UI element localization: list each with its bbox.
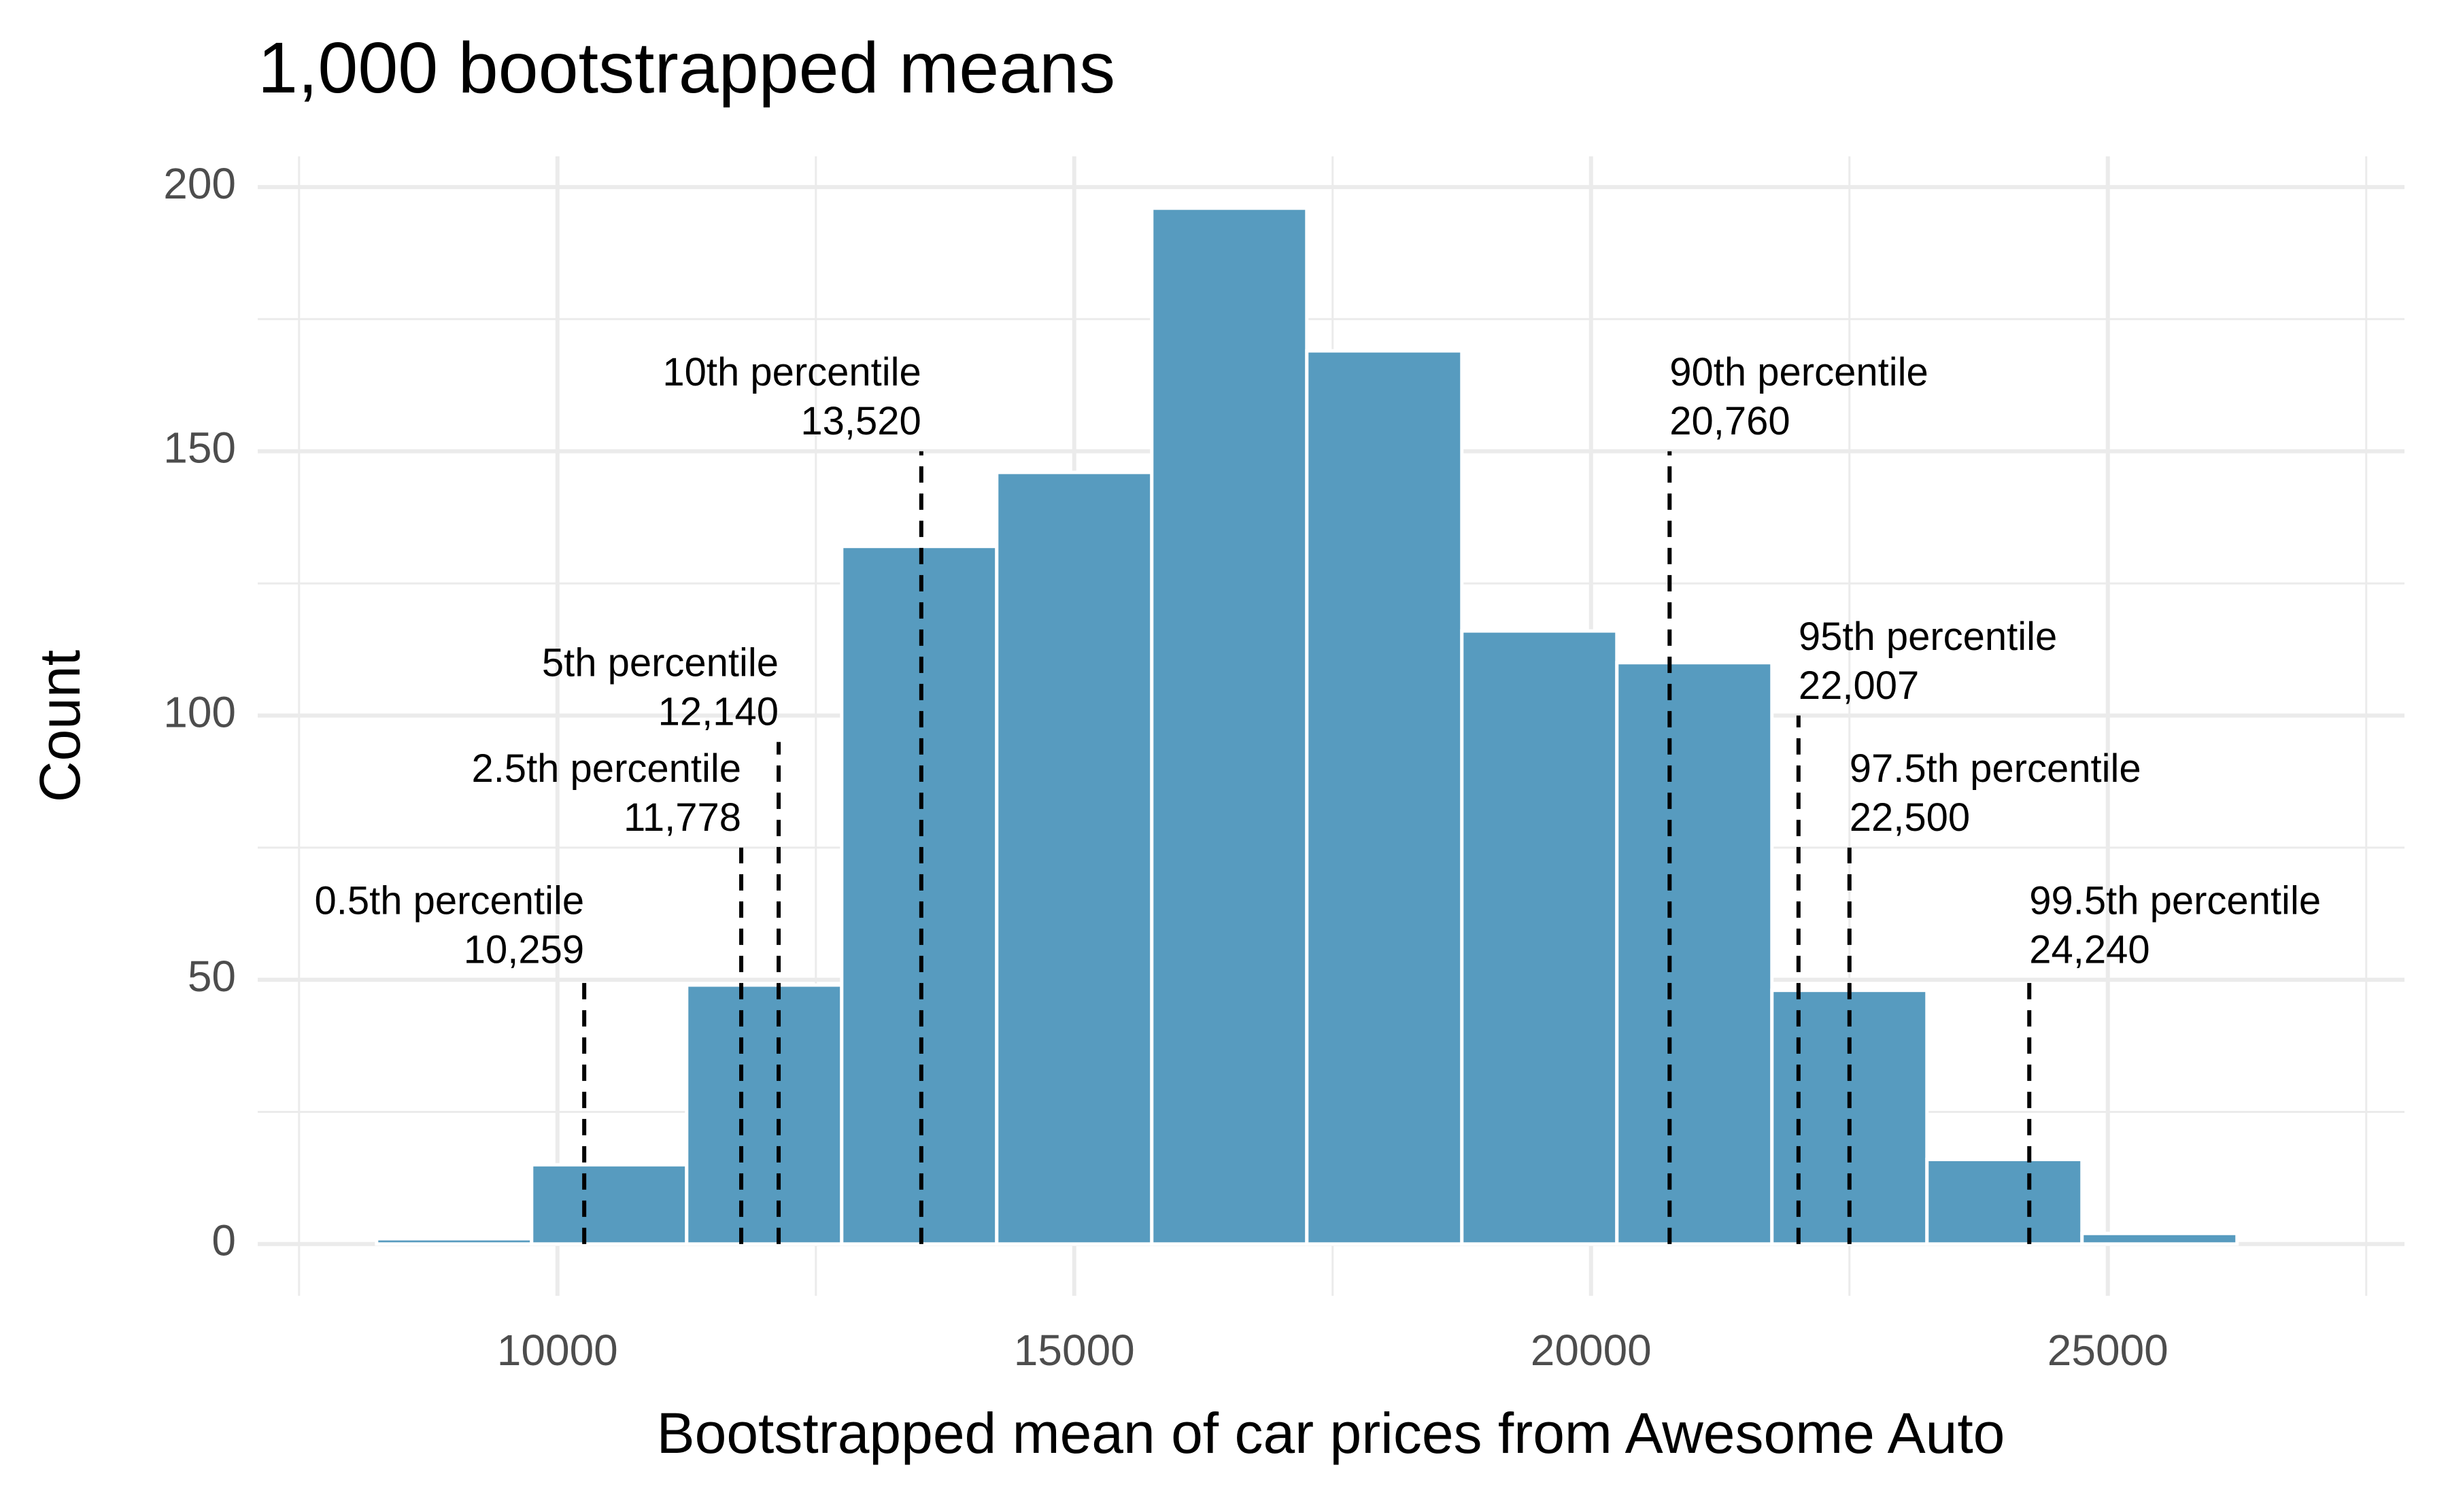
x-axis-title: Bootstrapped mean of car prices from Awe…	[657, 1401, 2005, 1465]
y-tick-label: 50	[188, 952, 236, 1001]
annotation-value: 22,007	[1799, 664, 1919, 708]
x-tick-label: 25000	[2047, 1326, 2169, 1375]
bar	[1150, 206, 1309, 1246]
annotation-value: 22,500	[1850, 795, 1970, 840]
bar	[840, 545, 999, 1246]
annotation-label: 95th percentile	[1799, 615, 2057, 659]
annotation-label: 90th percentile	[1669, 350, 1928, 394]
y-tick-label: 150	[163, 424, 236, 472]
y-tick-label: 200	[163, 159, 236, 208]
bar	[1460, 629, 1619, 1246]
annotation-label: 5th percentile	[542, 641, 779, 685]
bar	[1305, 349, 1464, 1246]
bar	[995, 470, 1154, 1246]
bar	[375, 1237, 534, 1246]
annotation-label: 97.5th percentile	[1850, 746, 2141, 791]
annotation-label: 2.5th percentile	[471, 746, 741, 791]
annotation-label: 99.5th percentile	[2029, 878, 2321, 923]
annotation-label: 0.5th percentile	[315, 878, 585, 923]
y-axis-title: Count	[28, 650, 92, 802]
y-tick-label: 100	[163, 687, 236, 736]
bar	[1925, 1157, 2084, 1246]
annotation-value: 10,259	[464, 927, 584, 972]
annotation-value: 12,140	[658, 690, 779, 734]
bar	[685, 983, 844, 1246]
annotation-value: 20,760	[1669, 399, 1790, 443]
annotation-value: 24,240	[2029, 927, 2149, 972]
bar	[1615, 661, 1774, 1246]
bar	[530, 1163, 689, 1246]
annotation-label: 10th percentile	[662, 350, 921, 394]
x-tick-label: 10000	[497, 1326, 618, 1375]
bar	[2080, 1231, 2239, 1246]
x-tick-label: 20000	[1531, 1326, 1652, 1375]
x-tick-label: 15000	[1014, 1326, 1135, 1375]
annotation-value: 11,778	[624, 795, 741, 840]
annotation-value: 13,520	[800, 399, 921, 443]
chart-title: 1,000 bootstrapped means	[258, 28, 1115, 108]
y-tick-label: 0	[211, 1216, 236, 1265]
